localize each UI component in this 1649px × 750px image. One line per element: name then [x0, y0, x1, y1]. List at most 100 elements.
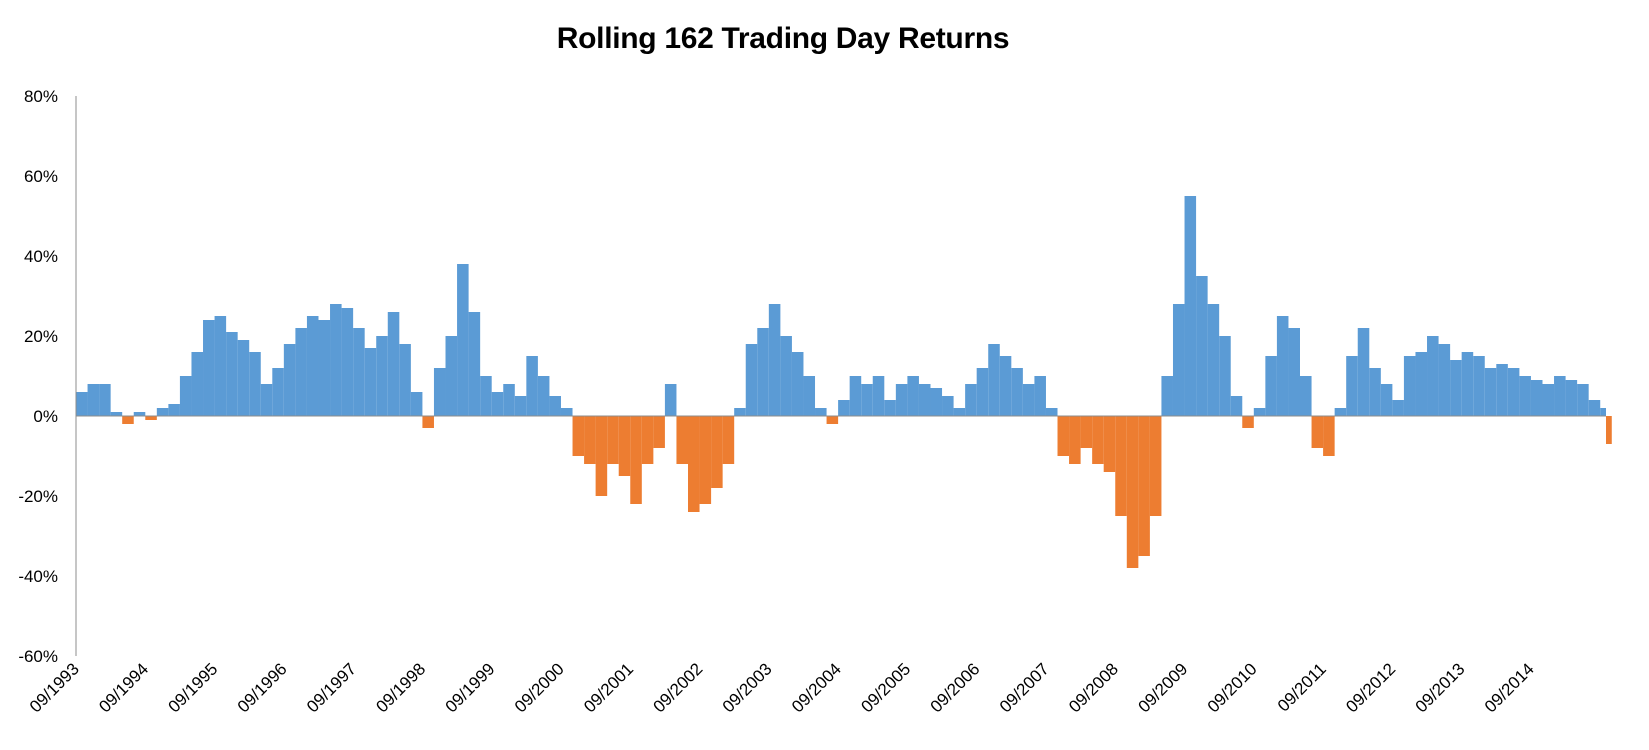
- positive-bar: [1369, 368, 1381, 416]
- positive-bar: [306, 316, 319, 416]
- positive-bar: [1530, 380, 1543, 416]
- positive-bar: [1265, 356, 1277, 416]
- positive-bar: [1415, 352, 1428, 416]
- x-tick-label: 09/1998: [372, 659, 429, 716]
- negative-bar: [1242, 416, 1254, 428]
- positive-bar: [353, 328, 365, 416]
- negative-bar: [711, 416, 723, 488]
- x-tick-label: 09/2005: [857, 659, 914, 716]
- negative-bar: [572, 416, 585, 456]
- bars-group: [76, 196, 1612, 568]
- positive-bar: [537, 376, 550, 416]
- positive-bar: [445, 336, 458, 416]
- x-tick-label: 09/2004: [788, 659, 845, 716]
- positive-bar: [1473, 356, 1485, 416]
- negative-bar: [1149, 416, 1162, 516]
- negative-bar: [699, 416, 712, 504]
- x-tick-label: 09/2008: [1065, 659, 1122, 716]
- x-tick-label: 09/2010: [1204, 659, 1261, 716]
- positive-bar: [1588, 400, 1601, 416]
- negative-bar: [607, 416, 619, 464]
- negative-bar: [595, 416, 608, 496]
- positive-bar: [1507, 368, 1520, 416]
- positive-bar: [988, 344, 1000, 416]
- negative-bar: [1057, 416, 1070, 456]
- positive-bar: [664, 384, 677, 416]
- x-tick-label: 09/2011: [1274, 659, 1330, 715]
- x-tick-label: 09/1995: [165, 659, 222, 716]
- positive-bar: [803, 376, 816, 416]
- positive-bar: [849, 376, 862, 416]
- positive-bar: [226, 332, 238, 416]
- positive-bar: [1022, 384, 1035, 416]
- positive-bar: [1484, 368, 1497, 416]
- x-tick-label: 09/2000: [511, 659, 568, 716]
- positive-bar: [433, 368, 446, 416]
- y-tick-label: 0%: [33, 407, 58, 426]
- negative-bar: [641, 416, 654, 464]
- positive-bar: [179, 376, 192, 416]
- x-tick-label: 09/1996: [234, 659, 291, 716]
- positive-bar: [1276, 316, 1289, 416]
- positive-bar: [1450, 360, 1462, 416]
- negative-bar: [1606, 416, 1612, 444]
- negative-bar: [1126, 416, 1139, 568]
- positive-bar: [872, 376, 885, 416]
- positive-bar: [1461, 352, 1474, 416]
- positive-bar: [734, 408, 746, 416]
- positive-bar: [318, 320, 331, 416]
- positive-bar: [953, 408, 966, 416]
- negative-bar: [1069, 416, 1081, 464]
- negative-bar: [145, 416, 157, 420]
- negative-bar: [618, 416, 631, 476]
- y-tick-label: 20%: [24, 327, 58, 346]
- positive-bar: [1438, 344, 1451, 416]
- negative-bar: [1138, 416, 1150, 556]
- positive-bar: [260, 384, 273, 416]
- positive-bar: [1207, 304, 1220, 416]
- negative-bar: [688, 416, 700, 512]
- positive-bar: [1045, 408, 1058, 416]
- positive-bar: [1253, 408, 1266, 416]
- positive-bar: [1334, 408, 1347, 416]
- positive-bar: [1034, 376, 1046, 416]
- positive-bar: [549, 396, 561, 416]
- positive-bar: [1496, 364, 1508, 416]
- positive-bar: [110, 412, 123, 416]
- y-tick-label: 40%: [24, 247, 58, 266]
- positive-bar: [249, 352, 261, 416]
- positive-bar: [87, 384, 100, 416]
- positive-bar: [1300, 376, 1312, 416]
- positive-bar: [480, 376, 492, 416]
- positive-bar: [364, 348, 377, 416]
- positive-bar: [1172, 304, 1185, 416]
- positive-bar: [203, 320, 215, 416]
- x-tick-label: 09/2014: [1481, 659, 1538, 716]
- positive-bar: [745, 344, 758, 416]
- negative-bar: [422, 416, 434, 428]
- positive-bar: [457, 264, 469, 416]
- positive-bar: [884, 400, 896, 416]
- x-tick-label: 09/2009: [1134, 659, 1191, 716]
- negative-bar: [1092, 416, 1104, 464]
- positive-bar: [237, 340, 250, 416]
- y-tick-label: -40%: [18, 567, 58, 586]
- negative-bar: [1323, 416, 1335, 456]
- x-tick-labels: 09/1993 09/1994 09/1995 09/1996 09/1997 09/19…: [26, 659, 1538, 716]
- positive-bar: [918, 384, 931, 416]
- positive-bar: [399, 344, 411, 416]
- positive-bar: [514, 396, 527, 416]
- negative-bar: [1115, 416, 1127, 516]
- positive-bar: [1219, 336, 1231, 416]
- x-tick-label: 09/2003: [719, 659, 776, 716]
- x-tick-label: 09/2002: [649, 659, 706, 716]
- positive-bar: [491, 392, 504, 416]
- positive-bar: [1427, 336, 1439, 416]
- positive-bar: [1542, 384, 1555, 416]
- x-tick-label: 09/1993: [26, 659, 83, 716]
- positive-bar: [942, 396, 954, 416]
- positive-bar: [757, 328, 769, 416]
- negative-bar: [584, 416, 596, 464]
- positive-bar: [283, 344, 296, 416]
- positive-bar: [376, 336, 388, 416]
